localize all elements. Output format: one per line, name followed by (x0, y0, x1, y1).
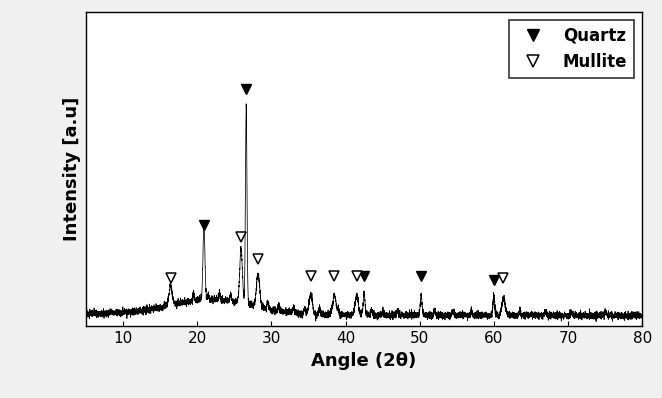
Legend: Quartz, Mullite: Quartz, Mullite (509, 20, 634, 78)
Y-axis label: Intensity [a.u]: Intensity [a.u] (62, 97, 81, 241)
X-axis label: Angle (2θ): Angle (2θ) (312, 352, 416, 370)
